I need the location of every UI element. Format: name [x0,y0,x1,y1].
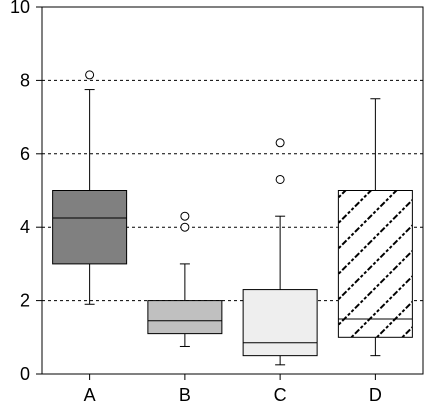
x-tick-label-C: C [274,385,287,402]
y-tick-label-6: 6 [20,144,30,164]
x-tick-label-A: A [84,385,96,402]
box-C [242,138,318,366]
box-body-B [147,300,223,335]
outlier-C-0 [275,174,285,184]
box-A [52,70,128,305]
y-tick-label-8: 8 [20,70,30,90]
box-body-D [337,190,413,338]
outlier-B-0 [180,222,190,232]
plot-frame [41,6,424,375]
y-tick-label-4: 4 [20,217,30,237]
box-body-A [52,190,128,265]
x-tick-label-D: D [369,385,382,402]
x-tick-label-B: B [179,385,191,402]
box-body-C [242,289,318,357]
box-D [337,98,413,357]
axes-layer: 0 2 4 6 8 10 A B C D [10,0,382,402]
y-tick-label-0: 0 [20,364,30,384]
box-B [147,211,223,347]
outlier-A-0 [85,70,95,80]
boxes-layer [52,70,413,366]
outlier-B-1 [180,211,190,221]
y-tick-label-10: 10 [10,0,30,17]
outlier-C-1 [275,138,285,148]
y-tick-label-2: 2 [20,291,30,311]
